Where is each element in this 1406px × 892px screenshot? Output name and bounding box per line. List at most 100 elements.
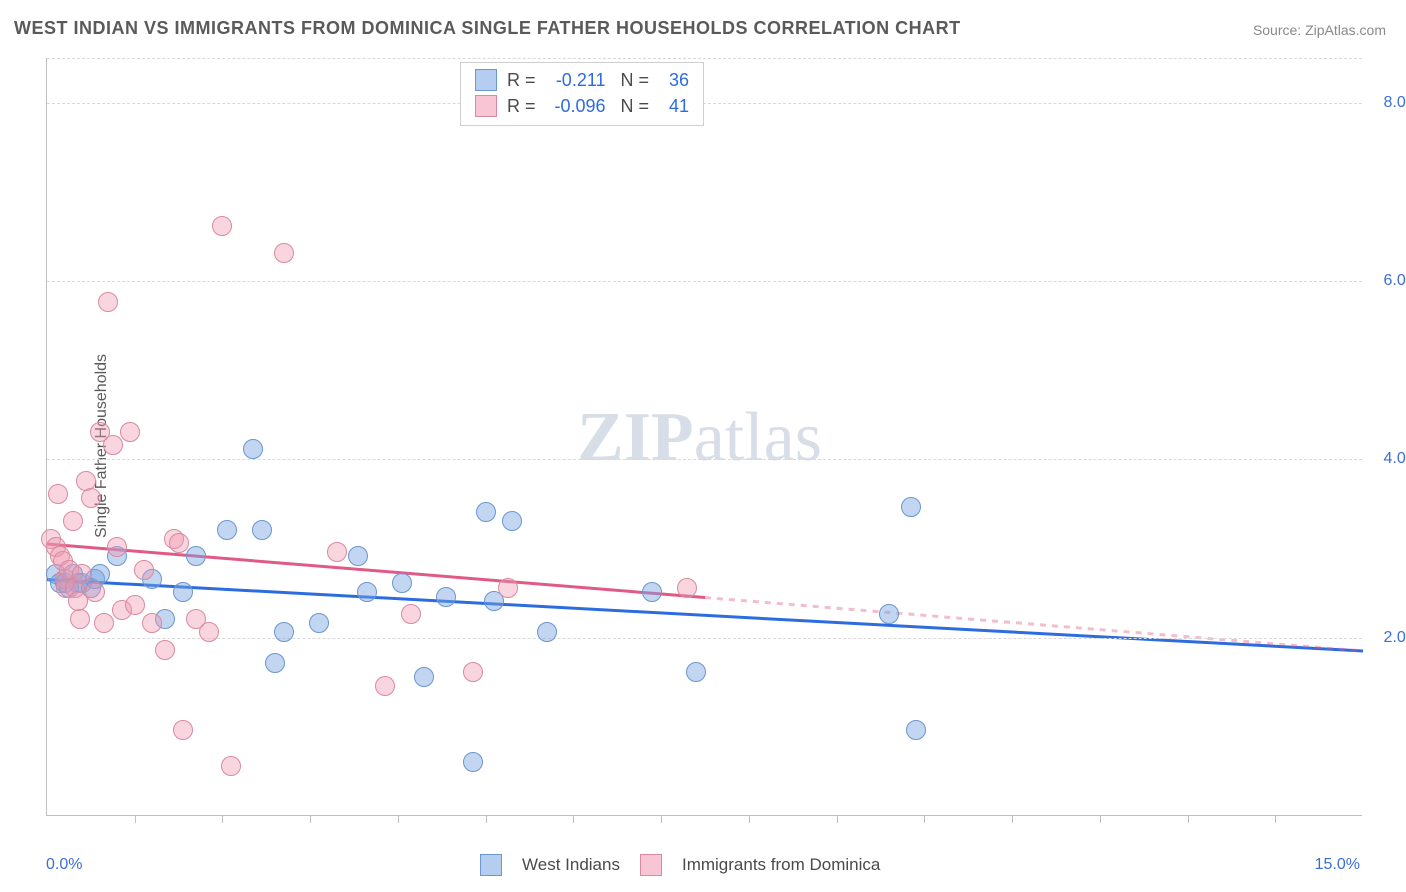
- scatter-point: [463, 662, 483, 682]
- scatter-point: [476, 502, 496, 522]
- scatter-point: [169, 533, 189, 553]
- scatter-point: [243, 439, 263, 459]
- scatter-point: [63, 511, 83, 531]
- scatter-point: [686, 662, 706, 682]
- y-tick-label: 8.0%: [1370, 94, 1406, 112]
- scatter-point: [199, 622, 219, 642]
- scatter-point: [70, 609, 90, 629]
- r-value-1: -0.211: [546, 67, 606, 93]
- x-minor-tick: [310, 815, 311, 823]
- scatter-point: [134, 560, 154, 580]
- scatter-point: [502, 511, 522, 531]
- scatter-point: [94, 613, 114, 633]
- scatter-point: [98, 292, 118, 312]
- scatter-point: [906, 720, 926, 740]
- y-tick-label: 2.0%: [1370, 629, 1406, 647]
- correlation-chart: WEST INDIAN VS IMMIGRANTS FROM DOMINICA …: [0, 0, 1406, 892]
- scatter-point: [48, 484, 68, 504]
- scatter-point: [107, 537, 127, 557]
- x-minor-tick: [135, 815, 136, 823]
- x-axis-max: 15.0%: [1315, 856, 1360, 874]
- x-minor-tick: [398, 815, 399, 823]
- x-minor-tick: [837, 815, 838, 823]
- scatter-point: [265, 653, 285, 673]
- plot-area: ZIPatlas 2.0%4.0%6.0%8.0%: [46, 58, 1362, 816]
- x-axis-min: 0.0%: [46, 856, 82, 874]
- scatter-point: [76, 471, 96, 491]
- r-value-2: -0.096: [546, 93, 606, 119]
- scatter-point: [72, 564, 92, 584]
- scatter-point: [309, 613, 329, 633]
- r-label: R =: [507, 93, 536, 119]
- scatter-point: [81, 488, 101, 508]
- n-label: N =: [616, 93, 650, 119]
- scatter-point: [85, 582, 105, 602]
- x-minor-tick: [924, 815, 925, 823]
- scatter-point: [401, 604, 421, 624]
- scatter-point: [252, 520, 272, 540]
- scatter-point: [677, 578, 697, 598]
- swatch-series-1: [475, 69, 497, 91]
- scatter-point: [217, 520, 237, 540]
- scatter-point: [348, 546, 368, 566]
- scatter-point: [103, 435, 123, 455]
- trend-line: [47, 580, 1363, 651]
- scatter-point: [173, 720, 193, 740]
- y-tick-label: 6.0%: [1370, 272, 1406, 290]
- scatter-point: [125, 595, 145, 615]
- scatter-point: [375, 676, 395, 696]
- x-minor-tick: [573, 815, 574, 823]
- x-minor-tick: [486, 815, 487, 823]
- scatter-point: [537, 622, 557, 642]
- scatter-point: [327, 542, 347, 562]
- swatch-west-indians: [480, 854, 502, 876]
- scatter-point: [155, 640, 175, 660]
- scatter-point: [357, 582, 377, 602]
- scatter-point: [173, 582, 193, 602]
- scatter-point: [414, 667, 434, 687]
- gridline: [47, 459, 1362, 460]
- stats-row-2: R = -0.096 N = 41: [475, 93, 689, 119]
- x-minor-tick: [661, 815, 662, 823]
- gridline: [47, 638, 1362, 639]
- n-label: N =: [616, 67, 650, 93]
- swatch-dominica: [640, 854, 662, 876]
- scatter-point: [212, 216, 232, 236]
- scatter-point: [142, 613, 162, 633]
- legend-label-1: West Indians: [522, 855, 620, 875]
- scatter-point: [186, 546, 206, 566]
- scatter-point: [879, 604, 899, 624]
- gridline: [47, 58, 1362, 59]
- chart-title: WEST INDIAN VS IMMIGRANTS FROM DOMINICA …: [14, 18, 961, 39]
- x-minor-tick: [1275, 815, 1276, 823]
- legend-label-2: Immigrants from Dominica: [682, 855, 880, 875]
- scatter-point: [221, 756, 241, 776]
- source-attribution: Source: ZipAtlas.com: [1253, 22, 1386, 38]
- trend-lines-layer: [47, 58, 1362, 815]
- x-minor-tick: [1100, 815, 1101, 823]
- x-minor-tick: [222, 815, 223, 823]
- trend-line: [705, 598, 1363, 652]
- scatter-point: [274, 622, 294, 642]
- scatter-point: [463, 752, 483, 772]
- stats-legend: R = -0.211 N = 36 R = -0.096 N = 41: [460, 62, 704, 126]
- r-label: R =: [507, 67, 536, 93]
- gridline: [47, 281, 1362, 282]
- scatter-point: [901, 497, 921, 517]
- scatter-point: [642, 582, 662, 602]
- scatter-point: [120, 422, 140, 442]
- scatter-point: [392, 573, 412, 593]
- x-minor-tick: [749, 815, 750, 823]
- x-minor-tick: [1012, 815, 1013, 823]
- gridline: [47, 103, 1362, 104]
- scatter-point: [498, 578, 518, 598]
- x-minor-tick: [1188, 815, 1189, 823]
- swatch-series-2: [475, 95, 497, 117]
- n-value-1: 36: [659, 67, 689, 93]
- scatter-point: [274, 243, 294, 263]
- stats-row-1: R = -0.211 N = 36: [475, 67, 689, 93]
- scatter-point: [436, 587, 456, 607]
- n-value-2: 41: [659, 93, 689, 119]
- y-tick-label: 4.0%: [1370, 450, 1406, 468]
- series-legend: West Indians Immigrants from Dominica: [480, 854, 880, 876]
